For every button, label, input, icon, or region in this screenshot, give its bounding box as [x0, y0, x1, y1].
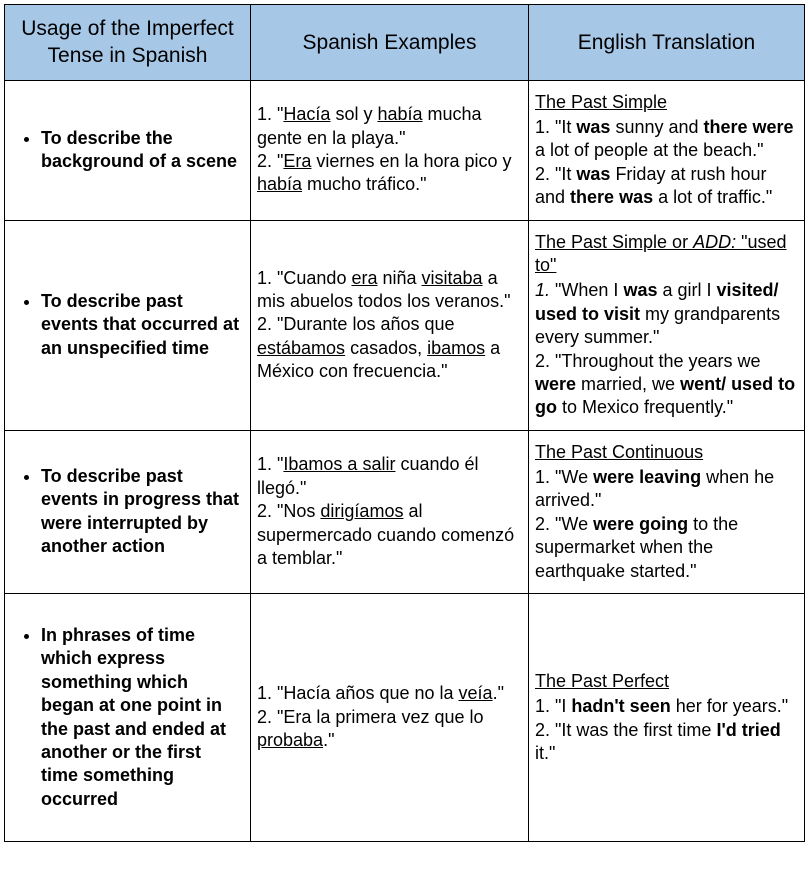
- spanish-cell: 1. "Hacía años que no la veía."2. "Era l…: [251, 594, 529, 842]
- header-spanish: Spanish Examples: [251, 5, 529, 81]
- english-cell: The Past Perfect1. "I hadn't seen her fo…: [529, 594, 805, 842]
- english-cell: The Past Simple1. "It was sunny and ther…: [529, 80, 805, 220]
- usage-text: In phrases of time which express somethi…: [41, 624, 242, 811]
- header-english: English Translation: [529, 5, 805, 81]
- english-cell: The Past Simple or ADD: "used to"1. "Whe…: [529, 220, 805, 430]
- usage-cell: To describe past events in progress that…: [5, 430, 251, 593]
- header-usage: Usage of the Imperfect Tense in Spanish: [5, 5, 251, 81]
- usage-cell: To describe the background of a scene: [5, 80, 251, 220]
- imperfect-tense-table: Usage of the Imperfect Tense in Spanish …: [4, 4, 805, 842]
- table-row: To describe past events in progress that…: [5, 430, 805, 593]
- table-header: Usage of the Imperfect Tense in Spanish …: [5, 5, 805, 81]
- table-row: To describe the background of a scene 1.…: [5, 80, 805, 220]
- english-cell: The Past Continuous1. "We were leaving w…: [529, 430, 805, 593]
- table-row: To describe past events that occurred at…: [5, 220, 805, 430]
- table-row: In phrases of time which express somethi…: [5, 594, 805, 842]
- table-body: To describe the background of a scene 1.…: [5, 80, 805, 842]
- usage-text: To describe past events that occurred at…: [41, 290, 242, 360]
- spanish-cell: 1. "Ibamos a salir cuando él llegó."2. "…: [251, 430, 529, 593]
- usage-cell: To describe past events that occurred at…: [5, 220, 251, 430]
- usage-text: To describe past events in progress that…: [41, 465, 242, 559]
- spanish-cell: 1. "Cuando era niña visitaba a mis abuel…: [251, 220, 529, 430]
- spanish-cell: 1. "Hacía sol y había mucha gente en la …: [251, 80, 529, 220]
- usage-cell: In phrases of time which express somethi…: [5, 594, 251, 842]
- usage-text: To describe the background of a scene: [41, 127, 242, 174]
